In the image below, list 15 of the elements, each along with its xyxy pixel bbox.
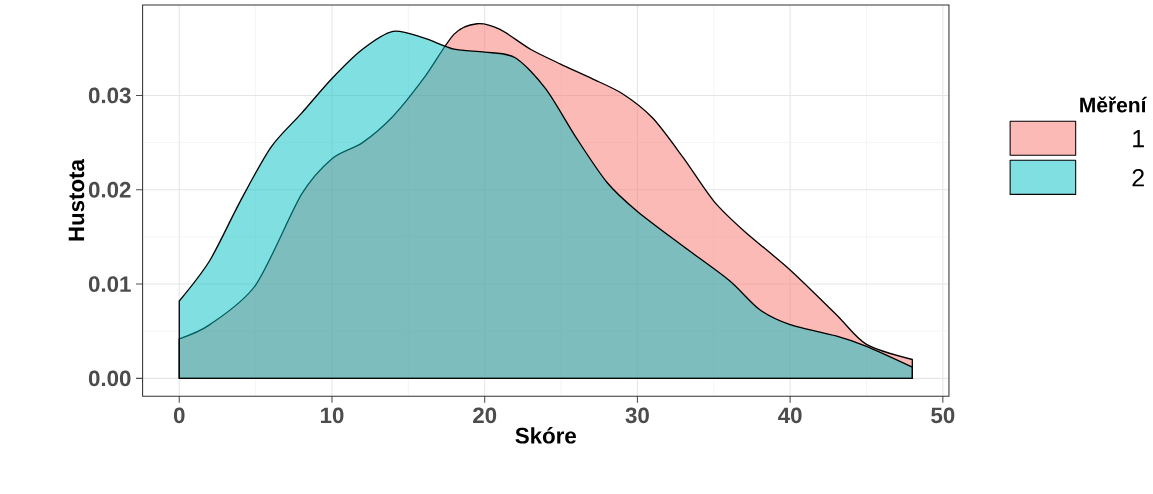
x-tick-label: 50 xyxy=(931,407,955,424)
y-tick-label: 0.03 xyxy=(88,87,131,104)
y-axis-title: Hustota xyxy=(68,159,85,241)
legend-title: Měření xyxy=(1080,96,1147,113)
x-tick-label: 10 xyxy=(320,407,344,424)
x-tick-label: 30 xyxy=(625,407,649,424)
x-tick-label: 0 xyxy=(173,407,185,424)
x-tick-label: 40 xyxy=(778,407,802,424)
legend-label: 2 xyxy=(1132,169,1144,187)
y-tick-label: 0.00 xyxy=(88,370,131,387)
x-axis-title: Skóre xyxy=(515,427,576,444)
x-tick-label: 20 xyxy=(473,407,497,424)
y-tick-label: 0.02 xyxy=(88,182,131,198)
y-tick-label: 0.01 xyxy=(88,276,131,293)
legend-label: 1 xyxy=(1133,130,1144,148)
